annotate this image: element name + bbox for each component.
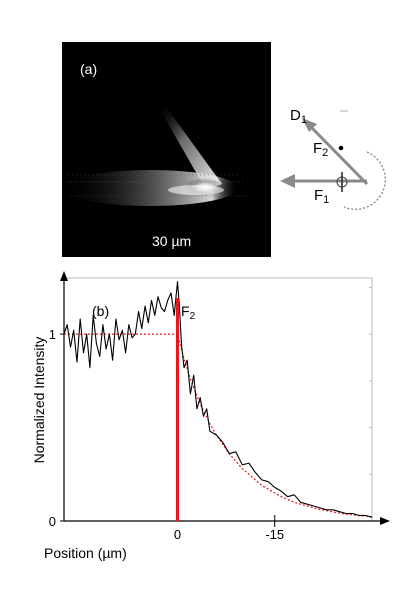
series-layer [63,281,373,521]
y-tick-label: 0 [49,514,56,529]
y-tick-label: 1 [49,327,56,342]
panel-a-diagram: D1 F2 F1 [280,107,386,210]
focus-f2-dot [338,145,344,151]
horizontal-arrow-head [280,174,295,188]
right-axis-ticks [369,286,372,475]
scale-bar-label: 30 µm [152,233,191,249]
light-beam [158,104,222,190]
x-tick-label: -15 [265,527,284,542]
diagonal-arrow-head [302,118,317,132]
image-background [62,42,271,257]
panel-a-label: (a) [80,61,97,77]
panel-b-f2-label: F2 [181,303,196,322]
label-f1: F1 [314,187,329,206]
x-tick-label: 0 [174,527,181,542]
intensity-chart: 0 1 0 -15 (b) F2 Position (µm) Normalized I… [31,271,390,561]
intensity-profile-line [63,281,373,518]
ticks-layer: 0 1 0 -15 [49,327,284,542]
fit-curve-line [64,333,373,518]
x-axis-arrow [380,517,390,525]
diagonal-arrow-shaft [308,124,369,186]
panel-b-label: (b) [92,303,109,319]
light-band [62,170,238,206]
label-d1: D1 [290,107,307,126]
y-axis-label: Normalized Intensity [31,337,47,464]
x-axis-label: Position (µm) [44,545,127,561]
curved-mirror-arc [343,151,386,210]
focal-line [168,185,224,195]
y-axis-arrow [60,271,68,281]
panel-a-image: (a) 30 µm [62,42,271,257]
label-f2: F2 [313,140,328,159]
